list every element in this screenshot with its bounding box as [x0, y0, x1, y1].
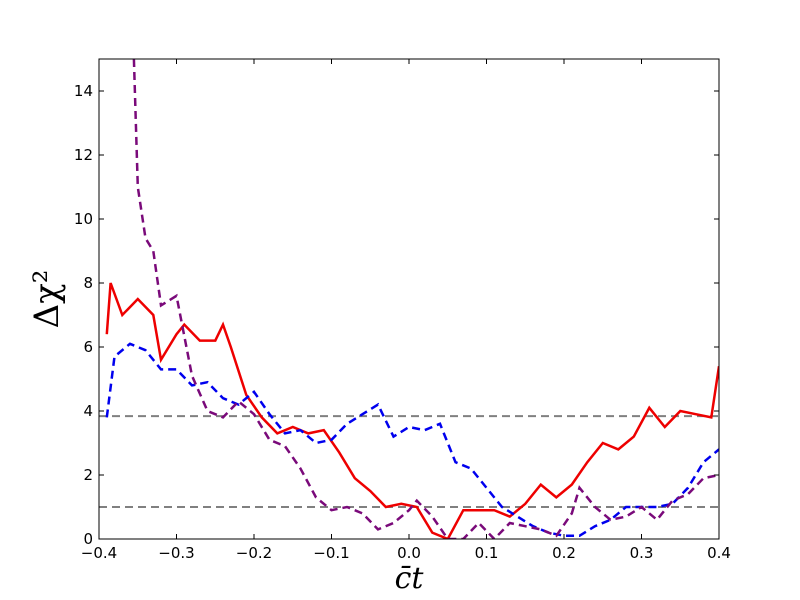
y-tick-label: 4: [83, 402, 93, 420]
x-tick-label: 0.2: [552, 544, 576, 562]
x-tick-label: 0.0: [397, 544, 421, 562]
x-tick-label: −0.1: [313, 544, 349, 562]
y-tick-label: 0: [83, 530, 93, 548]
y-tick-label: 14: [74, 82, 93, 100]
y-tick-label: 10: [74, 210, 93, 228]
x-tick-label: −0.3: [158, 544, 194, 562]
x-tick-label: 0.4: [707, 544, 731, 562]
data-line: [132, 59, 719, 539]
x-tick-label: −0.2: [236, 544, 272, 562]
y-tick-label: 12: [74, 146, 93, 164]
x-axis-label: c̄t: [395, 561, 425, 596]
y-tick-label: 6: [83, 338, 93, 356]
plot-frame: [98, 58, 720, 540]
y-tick-label: 2: [83, 466, 93, 484]
y-axis-label: Δχ²: [27, 270, 67, 329]
data-line: [105, 342, 719, 538]
data-line: [105, 282, 719, 539]
y-tick-label: 8: [83, 274, 93, 292]
x-tick-label: 0.1: [475, 544, 499, 562]
x-tick-label: −0.4: [81, 544, 117, 562]
plot-area: [99, 59, 719, 539]
x-tick-label: 0.3: [630, 544, 654, 562]
